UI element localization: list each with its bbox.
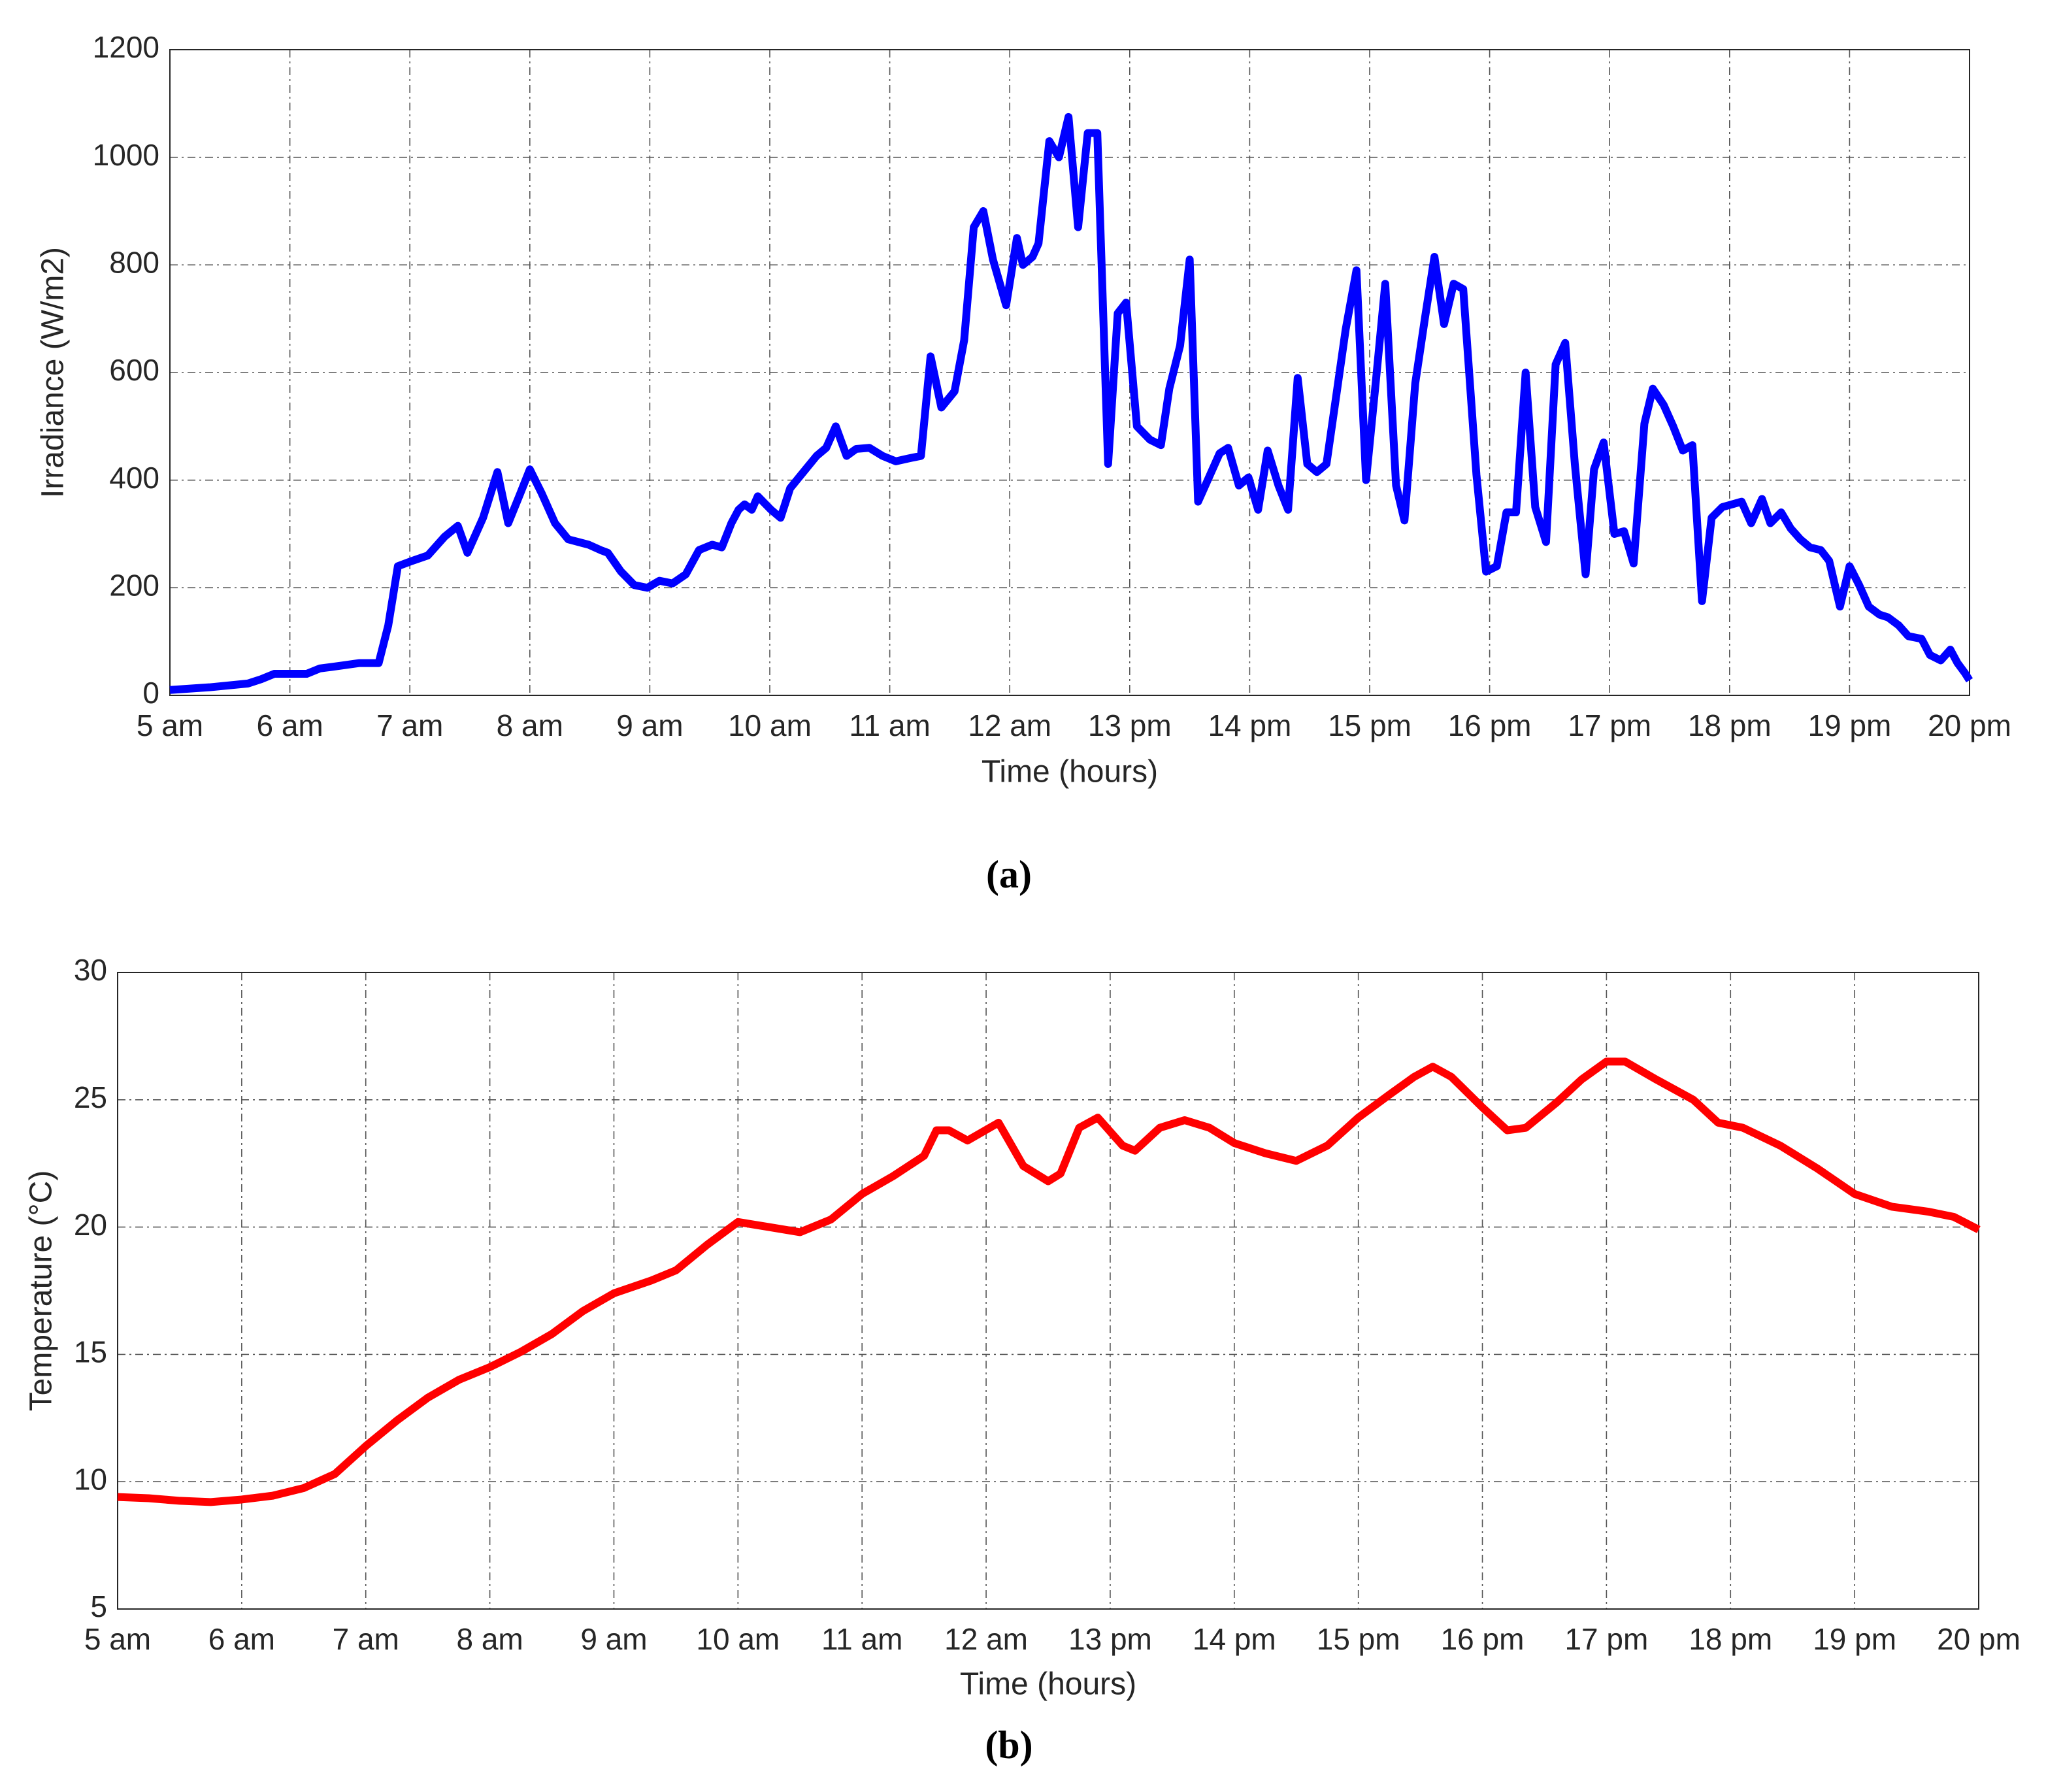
x-tick-label: 5 am [137,708,203,742]
x-tick-label: 19 pm [1813,1622,1896,1656]
axes-box [169,49,1970,696]
y-tick-label: 200 [109,568,159,602]
caption: (a) [986,853,1032,896]
y-tick-label: 5 [90,1589,107,1623]
y-tick-label: 30 [74,953,107,987]
y-tick-label: 0 [142,676,159,710]
x-tick-label: 14 pm [1208,708,1291,742]
data-line [117,1057,1981,1506]
x-tick-label: 10 am [696,1622,780,1656]
x-tick-label: 15 pm [1328,708,1411,742]
x-tick-label: 17 pm [1564,1622,1648,1656]
x-tick-label: 13 pm [1068,1622,1152,1656]
x-tick-label: 16 pm [1441,1622,1525,1656]
y-axis-label: Temperature (°C) [24,1170,59,1412]
x-tick-label: 7 am [333,1622,399,1656]
x-tick-label: 15 pm [1317,1622,1400,1656]
x-tick-label: 9 am [616,708,683,742]
x-tick-label: 20 pm [1928,708,2011,742]
x-tick-label: 11 am [849,708,930,742]
x-tick-label: 6 am [208,1622,275,1656]
y-tick-label: 20 [74,1208,107,1242]
y-tick-label: 1000 [93,138,159,172]
x-tick-label: 10 am [728,708,812,742]
x-tick-label: 7 am [376,708,443,742]
x-tick-label: 14 pm [1193,1622,1276,1656]
x-tick-label: 17 pm [1568,708,1651,742]
y-tick-label: 1200 [93,30,159,64]
x-tick-label: 6 am [256,708,323,742]
x-tick-label: 13 pm [1088,708,1172,742]
data-line [169,112,1973,694]
y-tick-label: 600 [109,353,159,387]
x-axis-label: Time (hours) [960,1667,1136,1702]
x-tick-label: 18 pm [1688,708,1772,742]
y-tick-label: 25 [74,1080,107,1114]
x-tick-label: 19 pm [1807,708,1891,742]
y-axis-label: Irradiance (W/m2) [36,247,71,498]
y-tick-label: 10 [74,1462,107,1496]
x-axis-label: Time (hours) [982,755,1158,789]
y-tick-label: 400 [109,461,159,495]
x-tick-label: 11 am [821,1622,902,1656]
x-tick-label: 16 pm [1448,708,1532,742]
caption: (b) [985,1723,1032,1767]
x-tick-label: 9 am [580,1622,647,1656]
x-tick-label: 8 am [497,708,563,742]
x-tick-label: 8 am [456,1622,523,1656]
plot-area [118,972,1979,1609]
axes-box [117,972,1979,1610]
y-tick-label: 800 [109,245,159,279]
y-tick-label: 15 [74,1335,107,1369]
x-tick-label: 5 am [84,1622,151,1656]
x-tick-label: 20 pm [1937,1622,2021,1656]
x-tick-label: 18 pm [1689,1622,1772,1656]
x-tick-label: 12 am [944,1622,1028,1656]
x-tick-label: 12 am [968,708,1051,742]
